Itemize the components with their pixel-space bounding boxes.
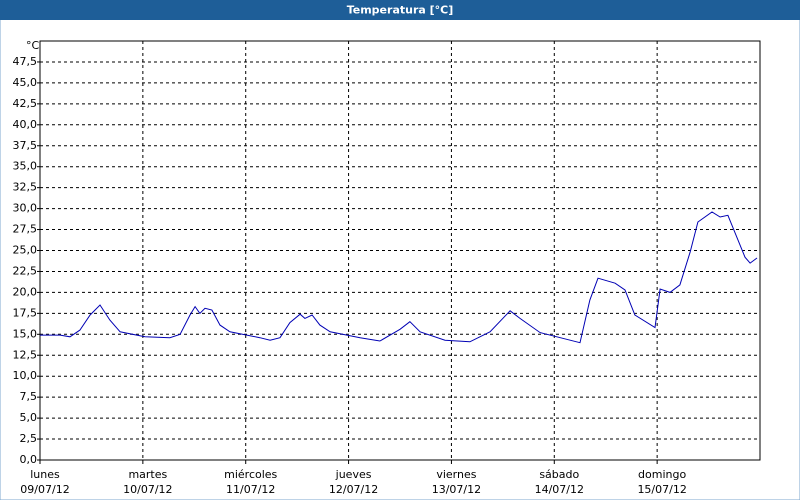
y-tick-label: 47,5	[13, 55, 38, 68]
y-tick-label: 12,5	[13, 348, 38, 361]
y-tick-label: 37,5	[13, 139, 38, 152]
y-tick-label: 42,5	[13, 97, 38, 110]
y-tick-label: 32,5	[13, 181, 38, 194]
y-tick-label: 5,0	[20, 411, 38, 424]
y-tick-label: 10,0	[13, 369, 38, 382]
y-unit: °C	[26, 39, 40, 52]
x-tick-label: lunes	[30, 468, 60, 481]
x-tick-label: miércoles	[224, 468, 277, 481]
y-tick-label: 25,0	[13, 244, 38, 257]
x-tick-label: domingo	[638, 468, 686, 481]
y-tick-label: 15,0	[13, 327, 38, 340]
y-tick-label: 0,0	[20, 453, 38, 466]
x-tick-date: 11/07/12	[226, 483, 275, 496]
x-tick-date: 15/07/12	[637, 483, 686, 496]
y-tick-label: 27,5	[13, 223, 38, 236]
y-tick-label: 7,5	[20, 390, 38, 403]
x-tick-date: 12/07/12	[329, 483, 378, 496]
x-tick-date: 13/07/12	[432, 483, 481, 496]
x-tick-date: 14/07/12	[535, 483, 584, 496]
series-line	[40, 211, 758, 344]
y-tick-label: 2,5	[20, 432, 38, 445]
x-tick-label: jueves	[335, 468, 372, 481]
x-tick-label: martes	[128, 468, 167, 481]
y-tick-label: 40,0	[13, 118, 38, 131]
y-tick-label: 35,0	[13, 160, 38, 173]
y-tick-label: 20,0	[13, 285, 38, 298]
x-tick-date: 10/07/12	[123, 483, 172, 496]
y-tick-label: 22,5	[13, 264, 38, 277]
title-bar	[0, 0, 800, 20]
y-tick-label: 30,0	[13, 202, 38, 215]
y-tick-label: 45,0	[13, 76, 38, 89]
x-tick-label: sábado	[539, 468, 579, 481]
chart-title: Temperatura [°C]	[347, 4, 454, 17]
x-tick-label: viernes	[436, 468, 476, 481]
x-tick-date: 09/07/12	[20, 483, 69, 496]
y-tick-label: 17,5	[13, 306, 38, 319]
